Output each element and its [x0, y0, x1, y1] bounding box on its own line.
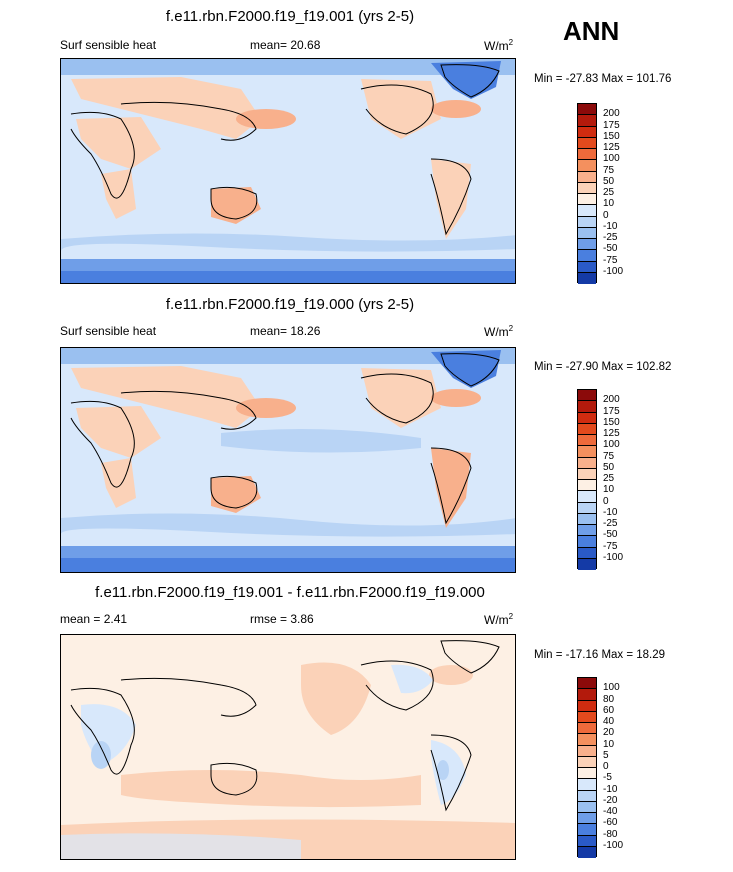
panel-3-level-label: -5 — [603, 772, 612, 784]
panel-1-level-label: 150 — [603, 130, 620, 142]
panel-3-title: f.e11.rbn.F2000.f19_f19.001 - f.e11.rbn.… — [95, 584, 485, 601]
panel-1-variable-label: Surf sensible heat — [60, 38, 157, 52]
panel-1-level-label: 0 — [603, 209, 609, 221]
panel-2-level-label: 0 — [603, 495, 609, 507]
panel-3-level-label: -40 — [603, 806, 618, 817]
panel-1-level-label: -10 — [603, 220, 618, 232]
panel-2-level-label: -75 — [603, 540, 618, 552]
panel-3-colorbar — [577, 677, 597, 858]
panel-3-level-label: -10 — [603, 783, 618, 795]
panel-2-level-label: 50 — [603, 461, 615, 473]
panel-2-level-label: 75 — [603, 450, 615, 462]
panel-1-level-label: 75 — [603, 164, 615, 176]
panel-3-level-label: -80 — [603, 828, 618, 840]
panel-2-units: W/m2 — [484, 324, 514, 339]
panel-2-level-label: -25 — [603, 518, 618, 529]
panel-3-mean-label: mean = 2.41 — [60, 612, 128, 626]
panel-2-variable-label: Surf sensible heat — [60, 324, 157, 338]
season-label: ANN — [563, 16, 620, 46]
panel-2-colorbar — [577, 389, 597, 570]
panel-2-mean-label: mean= 18.26 — [250, 324, 321, 338]
panel-2-map — [60, 347, 516, 573]
panel-2-level-label: 200 — [603, 394, 620, 406]
panel-2-level-label: 125 — [603, 428, 620, 439]
panel-1-title: f.e11.rbn.F2000.f19_f19.001 (yrs 2-5) — [165, 8, 415, 25]
panel-2-level-label: 10 — [603, 484, 615, 496]
panel-3-level-label: 0 — [603, 761, 609, 772]
panel-1-level-label: 175 — [603, 119, 620, 131]
panel-3-level-label: 40 — [603, 716, 615, 727]
panel-1-level-label: 50 — [603, 175, 615, 187]
panel-1-level-label: -50 — [603, 243, 618, 255]
panel-2-level-label: 175 — [603, 405, 620, 417]
panel-1-minmax: Min = -27.83 Max = 101.76 — [534, 73, 672, 85]
panel-1-map — [60, 58, 516, 284]
panel-3-level-label: 60 — [603, 704, 615, 716]
panel-3-level-label: -60 — [603, 817, 618, 829]
panel-1-level-label: -25 — [603, 232, 618, 243]
panel-1-level-label: -100 — [603, 265, 624, 277]
panel-3-rmse-label: rmse = 3.86 — [250, 612, 314, 626]
panel-2-level-label: 150 — [603, 416, 620, 428]
panel-1-level-label: 200 — [603, 108, 620, 120]
panel-3-level-label: 5 — [603, 749, 609, 761]
panel-3-map — [60, 634, 516, 860]
panel-3-level-label: -20 — [603, 794, 618, 806]
panel-2-level-label: -10 — [603, 506, 618, 518]
panel-1-colorbar — [577, 103, 597, 284]
panel-1-level-label: -75 — [603, 254, 618, 266]
panel-3-level-label: 10 — [603, 738, 615, 750]
panel-1-level-label: 125 — [603, 142, 620, 153]
panel-3-minmax: Min = -17.16 Max = 18.29 — [534, 649, 666, 661]
panel-2-level-label: 100 — [603, 439, 620, 451]
panel-1-units: W/m2 — [484, 38, 514, 53]
panel-2-minmax: Min = -27.90 Max = 102.82 — [534, 361, 672, 373]
panel-2-title: f.e11.rbn.F2000.f19_f19.000 (yrs 2-5) — [165, 296, 415, 313]
panel-3-units: W/m2 — [484, 612, 514, 627]
panel-3-level-label: 80 — [603, 693, 615, 705]
panel-2-level-label: -100 — [603, 551, 624, 563]
panel-1-level-label: 25 — [603, 187, 615, 198]
panel-1-level-label: 100 — [603, 153, 620, 165]
panel-3-level-label: 100 — [603, 682, 620, 694]
panel-2-level-label: 25 — [603, 473, 615, 484]
panel-2-level-label: -50 — [603, 529, 618, 541]
panel-3-level-label: 20 — [603, 727, 615, 739]
panel-1-mean-label: mean= 20.68 — [250, 38, 321, 52]
panel-1-level-label: 10 — [603, 198, 615, 210]
panel-3-level-label: -100 — [603, 839, 624, 851]
